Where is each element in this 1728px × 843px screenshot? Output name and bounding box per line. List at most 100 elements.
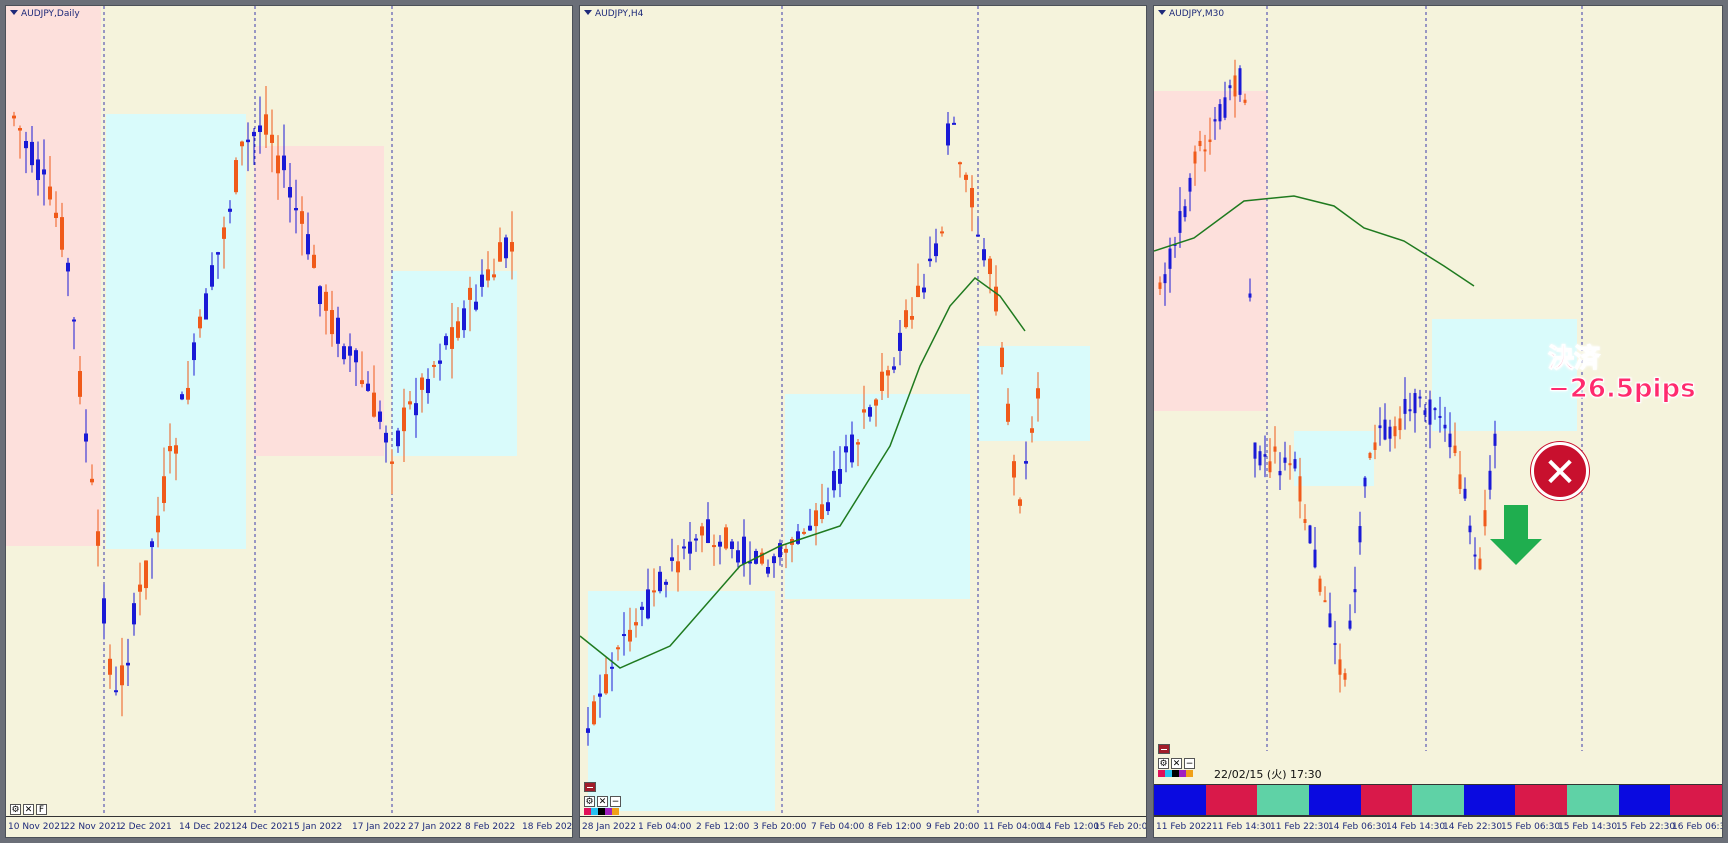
candle-body bbox=[994, 286, 998, 312]
candle-body bbox=[192, 342, 196, 361]
candle-body bbox=[778, 543, 782, 558]
candle-body bbox=[78, 371, 82, 397]
candle-body bbox=[1413, 393, 1417, 414]
candle-body bbox=[396, 430, 400, 447]
chart-panel-h4[interactable]: AUDJPY,H4 ⚙ ✕ − 28 Jan 2022 1 Feb 04:00 … bbox=[579, 5, 1147, 838]
candle-body bbox=[270, 134, 274, 143]
minus-button[interactable]: − bbox=[610, 796, 621, 807]
candle-body bbox=[682, 546, 686, 549]
minimize-button[interactable] bbox=[1158, 744, 1170, 754]
candle-body bbox=[736, 550, 740, 563]
close-button[interactable]: ✕ bbox=[23, 804, 34, 815]
candle-body bbox=[724, 527, 728, 549]
candle-body bbox=[802, 531, 806, 534]
candle-body bbox=[276, 155, 280, 174]
candle-body bbox=[432, 364, 436, 367]
settlement-pips: −26.5pips bbox=[1548, 374, 1697, 405]
candle-body bbox=[586, 728, 590, 733]
candle-body bbox=[832, 470, 836, 491]
candle-body bbox=[228, 208, 232, 212]
candle-body bbox=[1483, 510, 1487, 527]
panel-title: AUDJPY,M30 bbox=[1158, 9, 1224, 19]
chart-toolbar: ⚙ ✕ − bbox=[1158, 758, 1195, 769]
candle-body bbox=[646, 589, 650, 619]
tick-label: 11 Feb 22:30 bbox=[1270, 822, 1330, 832]
close-button[interactable]: ✕ bbox=[1171, 758, 1182, 769]
candle-body bbox=[1343, 673, 1347, 680]
candle-body bbox=[856, 442, 860, 445]
candle-body bbox=[1243, 99, 1247, 103]
settings-button[interactable]: ⚙ bbox=[584, 796, 595, 807]
candle-body bbox=[730, 541, 734, 550]
tick-label: 15 Feb 14:30 bbox=[1558, 822, 1618, 832]
chart-panel-m30[interactable]: AUDJPY,M30 ⚙ ✕ − 22/02/15 (火) 17:30 11 F… bbox=[1153, 5, 1723, 838]
tick-label: 15 Feb 06:30 bbox=[1501, 822, 1561, 832]
candle-body bbox=[664, 581, 668, 585]
candle-body bbox=[1403, 398, 1407, 414]
tick-label: 11 Feb 04:00 bbox=[983, 822, 1043, 832]
candle-body bbox=[420, 377, 424, 390]
candle-body bbox=[1478, 558, 1482, 570]
chart-toolbar: ⚙ ✕ F bbox=[10, 804, 47, 815]
candle-body bbox=[1268, 461, 1272, 473]
close-button[interactable]: ✕ bbox=[597, 796, 608, 807]
tick-label: 9 Feb 20:00 bbox=[926, 822, 980, 832]
candle-body bbox=[868, 407, 872, 417]
strip-segment bbox=[1205, 785, 1258, 815]
tick-label: 8 Feb 2022 bbox=[465, 822, 516, 832]
candle-body bbox=[312, 254, 316, 268]
candle-body bbox=[1024, 461, 1028, 464]
candle-body bbox=[628, 629, 632, 642]
candle-body bbox=[1313, 549, 1317, 568]
candle-body bbox=[282, 155, 286, 171]
settings-button[interactable]: ⚙ bbox=[10, 804, 21, 815]
candle-body bbox=[1408, 409, 1412, 412]
candle-body bbox=[1198, 140, 1202, 147]
candle-body bbox=[510, 242, 514, 252]
candle-body bbox=[1393, 426, 1397, 437]
candle-body bbox=[1208, 139, 1212, 143]
candle-body bbox=[258, 125, 262, 133]
candle-body bbox=[1488, 470, 1492, 490]
zone-box bbox=[978, 346, 1090, 441]
candle-body bbox=[838, 469, 842, 484]
bar-timestamp: 22/02/15 (火) 17:30 bbox=[1214, 768, 1322, 781]
fib-button[interactable]: F bbox=[36, 804, 47, 815]
candle-body bbox=[1428, 399, 1432, 425]
candle-body bbox=[462, 308, 466, 331]
candle-body bbox=[814, 510, 818, 527]
tick-label: 14 Dec 2021 bbox=[179, 822, 237, 832]
candle-body bbox=[318, 286, 322, 305]
candle-body bbox=[1288, 463, 1292, 466]
minimize-button[interactable] bbox=[584, 782, 596, 792]
candle-body bbox=[796, 531, 800, 544]
minus-button[interactable]: − bbox=[1184, 758, 1195, 769]
tick-label: 24 Dec 2021 bbox=[236, 822, 294, 832]
tick-label: 15 Feb 22:30 bbox=[1616, 822, 1676, 832]
zone-box bbox=[785, 394, 970, 599]
candle-body bbox=[366, 383, 370, 391]
candle-body bbox=[1448, 433, 1452, 448]
strip-segment bbox=[1515, 785, 1568, 815]
candle-body bbox=[468, 287, 472, 300]
x-circle-icon: ✕ bbox=[1531, 442, 1589, 500]
strip-segment bbox=[1670, 785, 1722, 815]
candle-body bbox=[1263, 454, 1267, 457]
candle-body bbox=[862, 409, 866, 413]
dropdown-icon bbox=[584, 10, 592, 15]
candle-body bbox=[1493, 433, 1497, 446]
candle-body bbox=[492, 274, 496, 278]
candle-body bbox=[1163, 274, 1167, 284]
candle-body bbox=[486, 269, 490, 281]
candle-body bbox=[90, 478, 94, 483]
candle-body bbox=[622, 634, 626, 637]
candle-body bbox=[610, 666, 614, 669]
candle-body bbox=[784, 548, 788, 553]
candle-body bbox=[1453, 445, 1457, 454]
chart-panel-daily[interactable]: AUDJPY,Daily ⚙ ✕ F 10 Nov 2021 22 Nov 20… bbox=[5, 5, 573, 838]
candle-body bbox=[766, 566, 770, 574]
strip-segment bbox=[1463, 785, 1516, 815]
candle-body bbox=[940, 231, 944, 234]
candle-body bbox=[874, 399, 878, 406]
settings-button[interactable]: ⚙ bbox=[1158, 758, 1169, 769]
